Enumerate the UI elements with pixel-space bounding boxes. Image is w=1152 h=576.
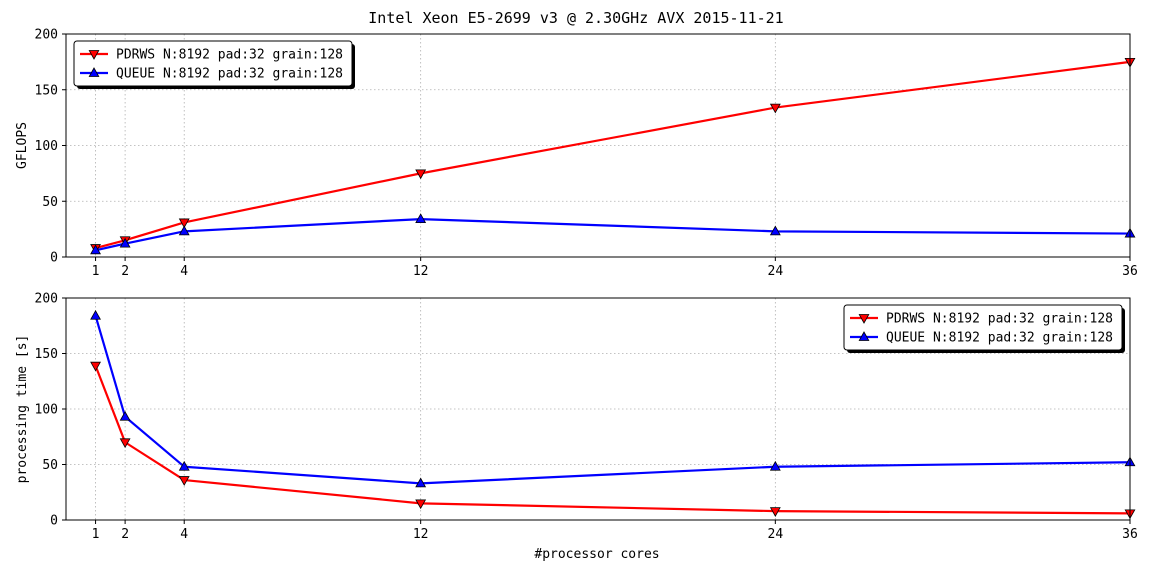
x-tick-label: 24: [768, 527, 784, 542]
legend-marker-1: [88, 67, 100, 77]
x-tick-label: 1: [92, 264, 100, 279]
data-point-1-0: [90, 309, 101, 320]
y-tick-label: 50: [42, 458, 58, 473]
data-point-0-4: [769, 103, 781, 114]
data-point-1-2: [178, 460, 190, 471]
y-tick-label: 0: [50, 251, 58, 266]
x-tick-label: 2: [121, 264, 129, 279]
data-point-1-0: [90, 244, 101, 255]
data-point-1-1: [119, 237, 131, 248]
legend-label-0: PDRWS N:8192 pad:32 grain:128: [886, 312, 1113, 327]
y-tick-label: 150: [35, 83, 58, 98]
x-tick-label: 36: [1122, 264, 1138, 279]
x-axis-label: #processor cores: [534, 547, 659, 562]
series-line-0: [94, 365, 1131, 515]
y-tick-label: 0: [50, 514, 58, 529]
data-point-0-1: [119, 438, 131, 449]
data-point-0-3: [415, 499, 427, 510]
legend: [843, 304, 1123, 351]
legend-marker-1: [858, 331, 870, 341]
series-line-1: [95, 217, 1131, 252]
x-tick-label: 4: [180, 264, 188, 279]
x-tick-label: 2: [121, 527, 129, 542]
x-tick-label: 24: [768, 264, 784, 279]
x-tick-label: 36: [1122, 527, 1138, 542]
series-line-0: [95, 60, 1131, 250]
data-point-0-2: [178, 476, 190, 486]
legend: [73, 40, 353, 87]
chart-title: Intel Xeon E5-2699 v3 @ 2.30GHz AVX 2015…: [368, 9, 783, 27]
data-point-1-1: [119, 410, 131, 421]
y-tick-label: 100: [35, 139, 58, 154]
data-point-0-3: [415, 169, 427, 180]
y-axis-label: processing time [s]: [15, 335, 30, 484]
y-tick-label: 200: [35, 292, 58, 307]
data-point-1-3: [415, 477, 427, 488]
legend-label-1: QUEUE N:8192 pad:32 grain:128: [116, 67, 343, 82]
y-tick-label: 150: [35, 347, 58, 362]
legend-label-0: PDRWS N:8192 pad:32 grain:128: [116, 48, 343, 63]
data-point-0-4: [769, 507, 781, 517]
legend-marker-0: [858, 314, 870, 324]
data-point-1-2: [178, 225, 190, 236]
y-tick-label: 200: [35, 28, 58, 43]
x-tick-label: 4: [180, 527, 188, 542]
x-tick-label: 12: [413, 527, 429, 542]
series-line-1: [94, 315, 1131, 485]
legend-marker-0: [88, 50, 100, 60]
y-tick-label: 50: [42, 195, 58, 210]
x-tick-label: 1: [92, 527, 100, 542]
y-tick-label: 100: [35, 403, 58, 418]
data-point-1-4: [769, 225, 781, 236]
data-point-0-2: [178, 218, 190, 229]
legend-label-1: QUEUE N:8192 pad:32 grain:128: [886, 331, 1113, 346]
data-point-1-4: [769, 460, 781, 471]
data-point-1-3: [415, 213, 427, 223]
data-point-0-0: [90, 361, 101, 372]
y-axis-label: GFLOPS: [15, 122, 30, 169]
x-tick-label: 12: [413, 264, 429, 279]
